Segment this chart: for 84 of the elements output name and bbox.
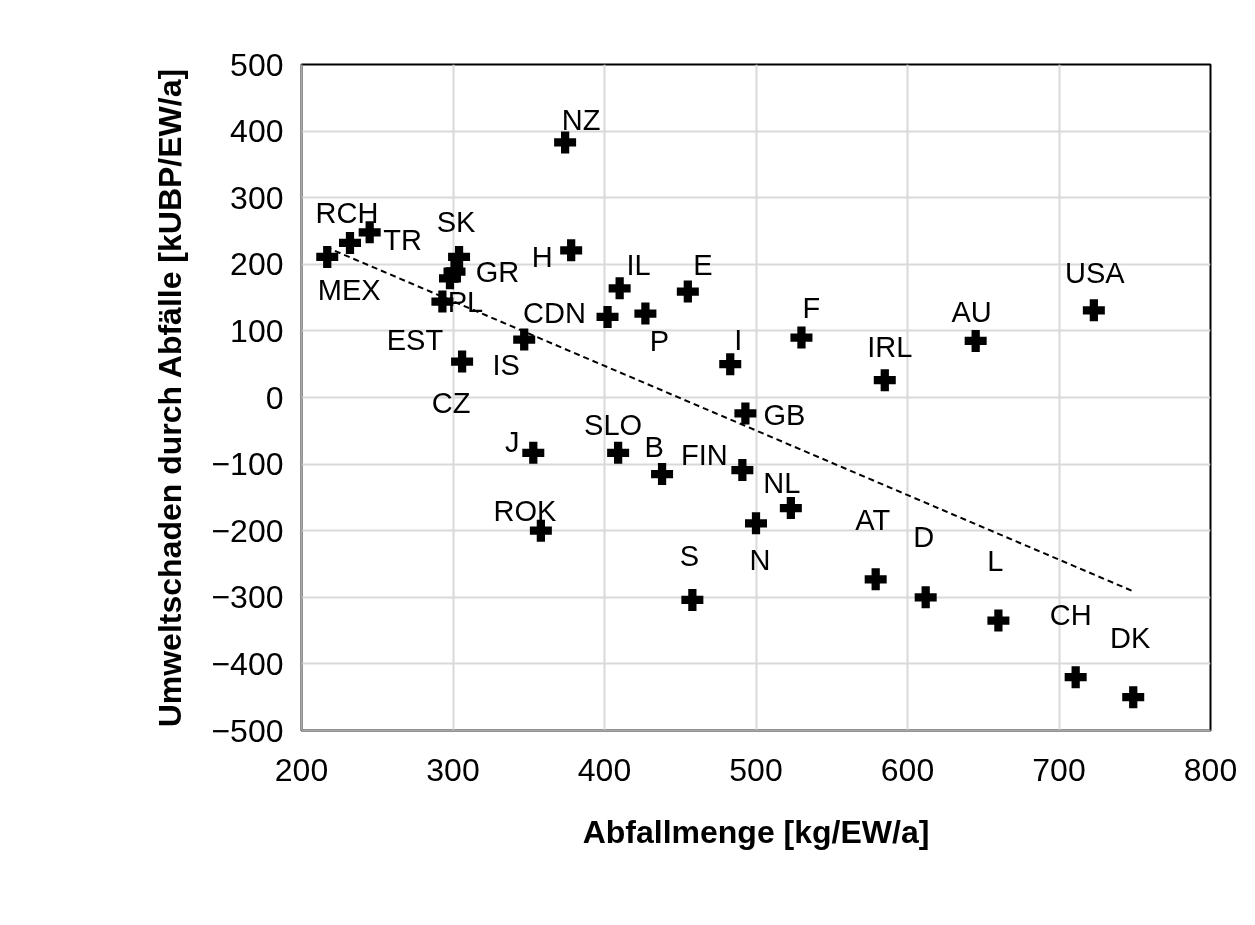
point [634, 302, 657, 325]
y-tick-label: 300 [230, 179, 284, 216]
data-label: AU [951, 295, 992, 328]
point [316, 245, 339, 268]
data-label: GB [763, 399, 806, 432]
x-tick-label: 200 [274, 751, 329, 788]
point [608, 277, 631, 300]
x-tick-label: 700 [1032, 751, 1086, 788]
y-tick-label: 0 [265, 379, 284, 416]
point [964, 329, 987, 352]
point [864, 568, 887, 591]
point [873, 369, 896, 392]
point [914, 586, 937, 609]
x-tick-label: 800 [1183, 751, 1238, 788]
point [676, 280, 699, 303]
y-tick-label: −300 [211, 579, 284, 616]
y-tick-label: −500 [211, 712, 284, 749]
point [987, 609, 1010, 632]
point [607, 441, 630, 464]
point [451, 350, 474, 373]
y-tick-label: 100 [230, 312, 284, 349]
y-tick-label: 500 [230, 46, 284, 83]
data-label: IRL [867, 331, 913, 364]
data-label: MEX [317, 273, 381, 306]
data-label: E [693, 248, 713, 281]
point [651, 463, 674, 486]
data-label: RCH [315, 196, 379, 229]
data-label: S [679, 539, 700, 572]
point [1082, 299, 1105, 322]
point [1122, 686, 1145, 709]
data-label: DK [1110, 622, 1152, 655]
point [1064, 666, 1087, 689]
data-label: AT [855, 504, 891, 537]
data-label: IL [626, 249, 651, 282]
data-label: CH [1049, 599, 1092, 632]
point [560, 239, 583, 262]
data-label: NL [763, 467, 801, 500]
point [790, 326, 813, 349]
data-label: CDN [523, 296, 586, 329]
data-label: J [505, 425, 520, 458]
data-label: CZ [431, 386, 471, 419]
data-label: TR [383, 224, 423, 257]
data-label: SLO [584, 408, 643, 441]
data-label: I [734, 324, 743, 357]
y-tick-label: −200 [211, 512, 284, 549]
data-label: L [987, 544, 1004, 577]
point [513, 328, 536, 351]
data-label: ROK [493, 494, 557, 527]
x-tick-label: 500 [729, 751, 783, 788]
x-tick-label: 400 [577, 751, 632, 788]
data-label: USA [1065, 257, 1126, 290]
x-axis-title: Abfallmenge [kg/EW/a] [582, 813, 930, 850]
point [779, 497, 802, 520]
data-label: B [644, 431, 664, 464]
point [438, 267, 461, 290]
point [358, 221, 381, 244]
data-label: NZ [561, 104, 601, 137]
point [719, 353, 742, 376]
point [529, 519, 552, 542]
data-label: SK [436, 205, 477, 238]
y-axis-title: Umweltschaden durch Abfälle [kUBP/EW/a] [152, 68, 189, 728]
point [745, 512, 767, 535]
data-label: D [913, 521, 935, 554]
y-tick-label: −100 [211, 446, 284, 483]
point [522, 441, 545, 464]
data-label: F [802, 291, 821, 324]
point [734, 402, 757, 425]
data-label: P [649, 324, 670, 357]
point [681, 588, 704, 611]
data-label: N [749, 544, 771, 577]
y-tick-label: 400 [230, 113, 284, 150]
point [554, 131, 577, 154]
y-tick-label: −400 [211, 645, 284, 682]
x-tick-label: 600 [880, 751, 935, 788]
data-label: H [531, 241, 553, 274]
x-tick-label: 300 [426, 751, 480, 788]
data-label: EST [386, 324, 444, 357]
data-label: FIN [681, 439, 728, 472]
data-label: GR [475, 255, 520, 288]
point [596, 305, 619, 328]
point [731, 459, 754, 482]
point [338, 231, 361, 254]
data-label: IS [492, 348, 520, 381]
y-tick-label: 200 [230, 246, 284, 283]
